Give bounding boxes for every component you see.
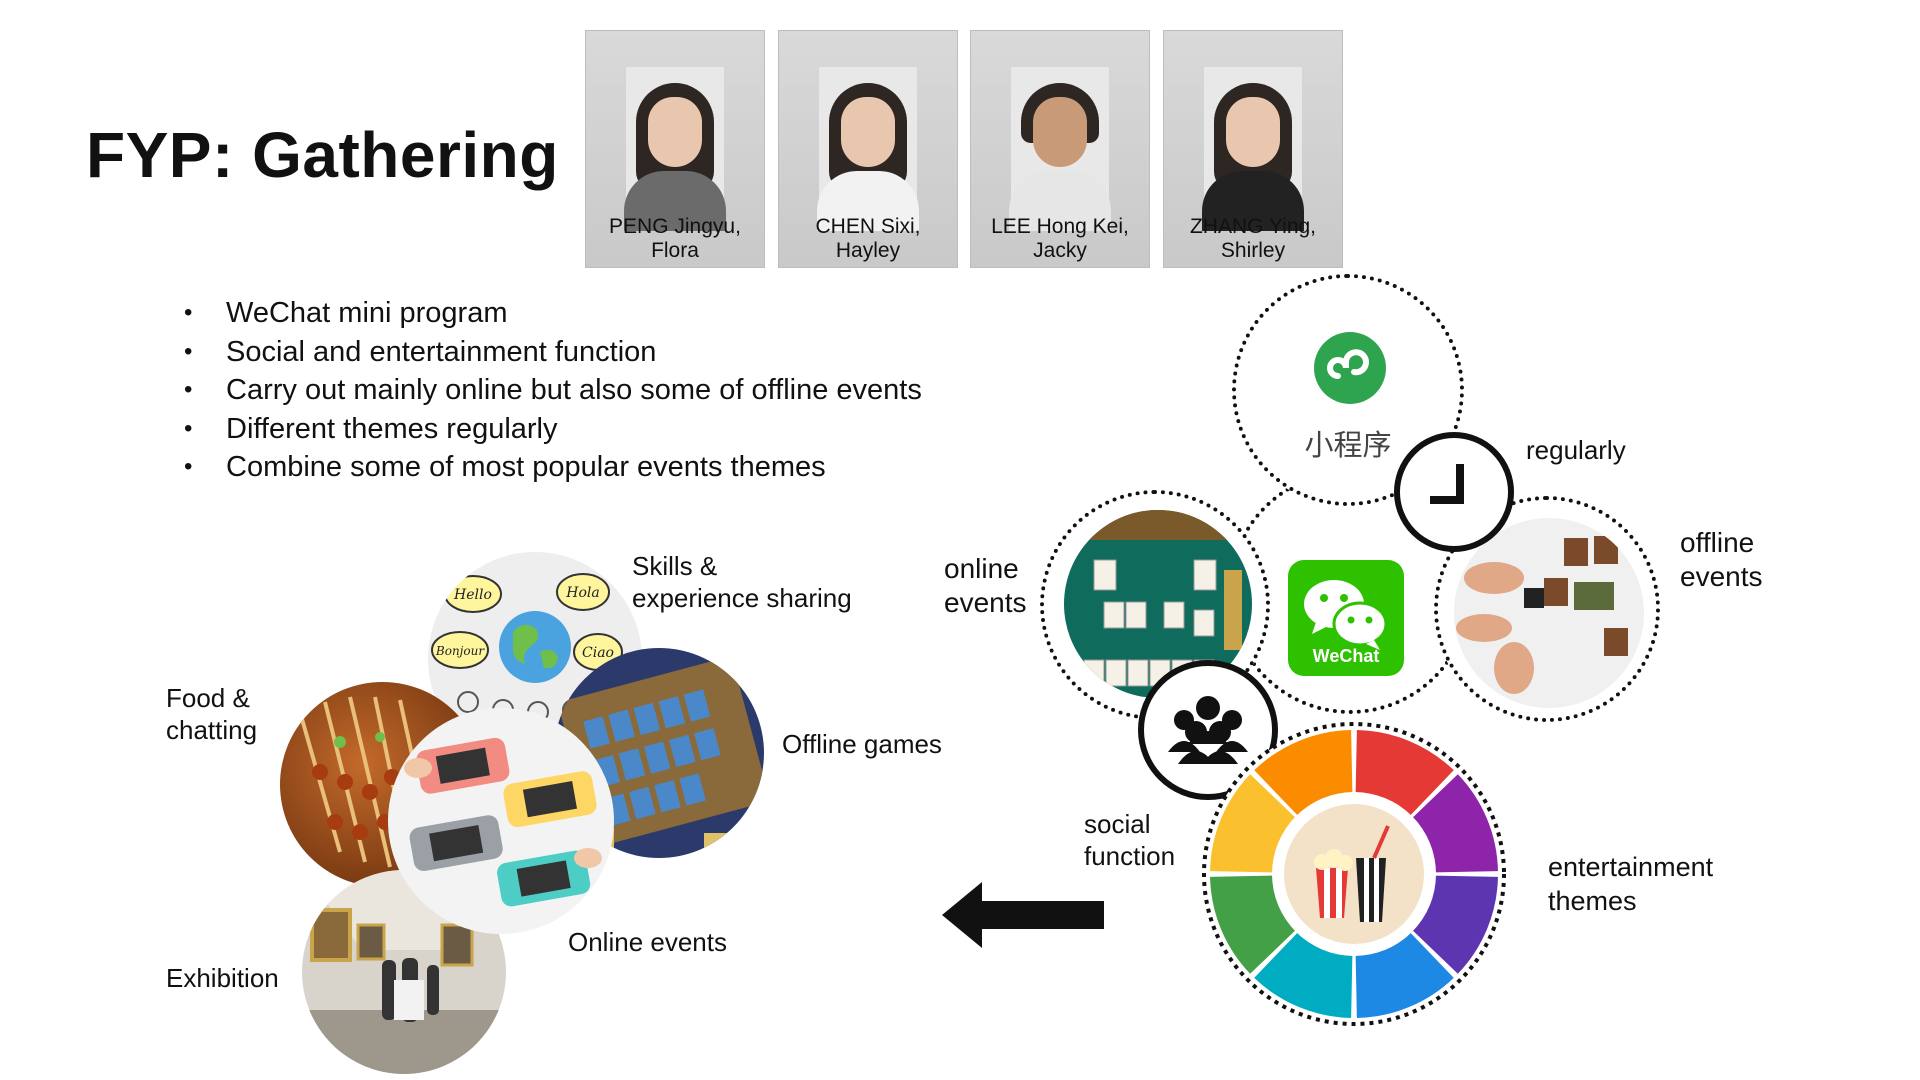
exhibition-image [302,870,506,1074]
member-photo-4: ZHANG Ying, Shirley [1163,30,1343,268]
label-social-function: social function [1084,809,1176,871]
label-entertainment-themes: entertainment themes [1548,852,1714,916]
member-photo-3: LEE Hong Kei, Jacky [970,30,1150,268]
label-exhibition: Exhibition [166,963,279,993]
online-events-image [388,708,614,934]
member-name: LEE Hong Kei, Jacky [991,215,1129,262]
member-photo-1: PENG Jingyu, Flora [585,30,765,268]
popcorn-icon [1314,825,1390,922]
label-food-chatting: Food & chatting [166,683,258,745]
mini-program-label: 小程序 [1304,428,1392,462]
bullet-item: Different themes regularly [180,410,922,449]
bubble-hola: Hola [565,585,599,601]
label-regularly: regularly [1526,435,1626,465]
member-photo-2: CHEN Sixi, Hayley [778,30,958,268]
clock-icon [1394,432,1514,552]
member-name: ZHANG Ying, Shirley [1189,215,1317,262]
member-name: PENG Jingyu, Flora [609,215,741,262]
bullet-item: Combine some of most popular events them… [180,448,922,487]
member-name: CHEN Sixi, Hayley [815,215,921,262]
offline-events-circle [1434,496,1660,722]
label-offline-games: Offline games [782,729,942,759]
slide-title: FYP: Gathering [86,119,559,191]
wechat-label: WeChat [1312,646,1380,666]
label-online-events-diagram: online events [944,553,1027,618]
mini-program-icon [1314,332,1386,404]
bullet-item: Carry out mainly online but also some of… [180,371,922,410]
wechat-icon: WeChat [1288,560,1404,676]
label-offline-events-diagram: offline events [1680,527,1763,592]
bubble-hello: Hello [453,587,492,603]
bullet-list: WeChat mini program Social and entertain… [180,294,922,487]
bubble-bonjour: Bonjour [435,644,485,658]
offline-event-image [1454,518,1644,708]
entertainment-wheel [1202,722,1506,1026]
bubble-ciao: Ciao [582,645,614,661]
label-online-events: Online events [568,927,727,957]
bullet-item: WeChat mini program [180,294,922,333]
label-skills-sharing: Skills & experience sharing [632,551,852,613]
left-arrow-icon [942,882,1104,948]
bullet-item: Social and entertainment function [180,333,922,372]
mini-program-circle: 小程序 [1232,274,1464,506]
